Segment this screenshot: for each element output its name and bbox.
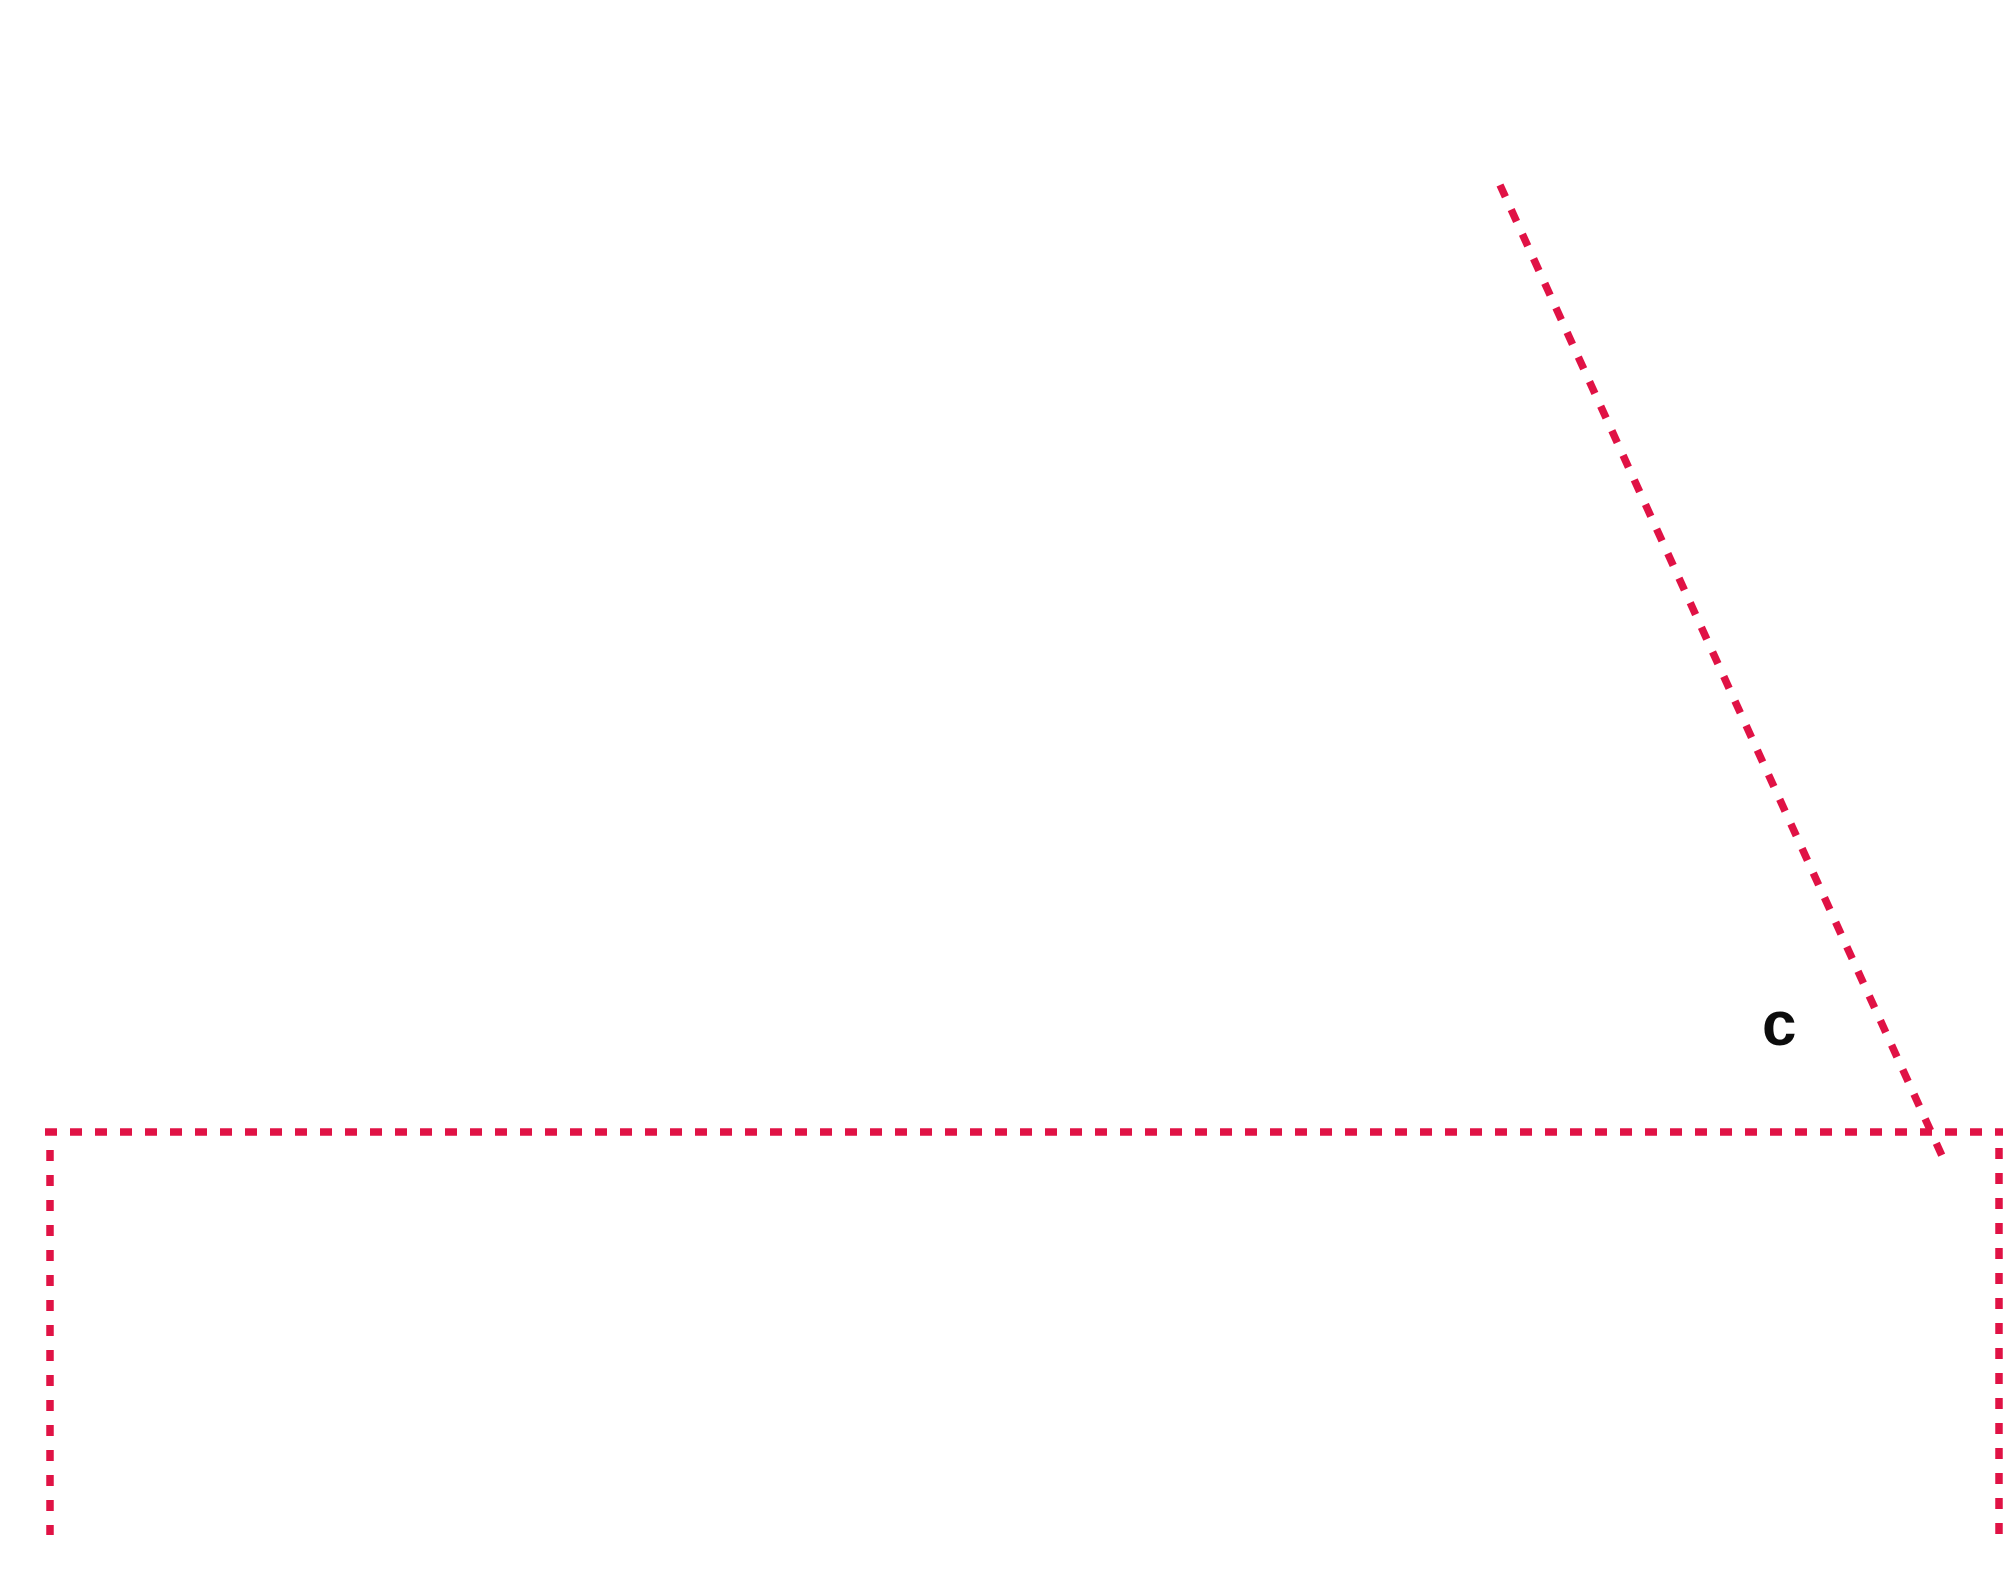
transversal-dashed-line xyxy=(1496,183,1947,1160)
angle-label-c: c xyxy=(1762,990,1796,1059)
dashed-lines-group xyxy=(45,183,2003,1535)
